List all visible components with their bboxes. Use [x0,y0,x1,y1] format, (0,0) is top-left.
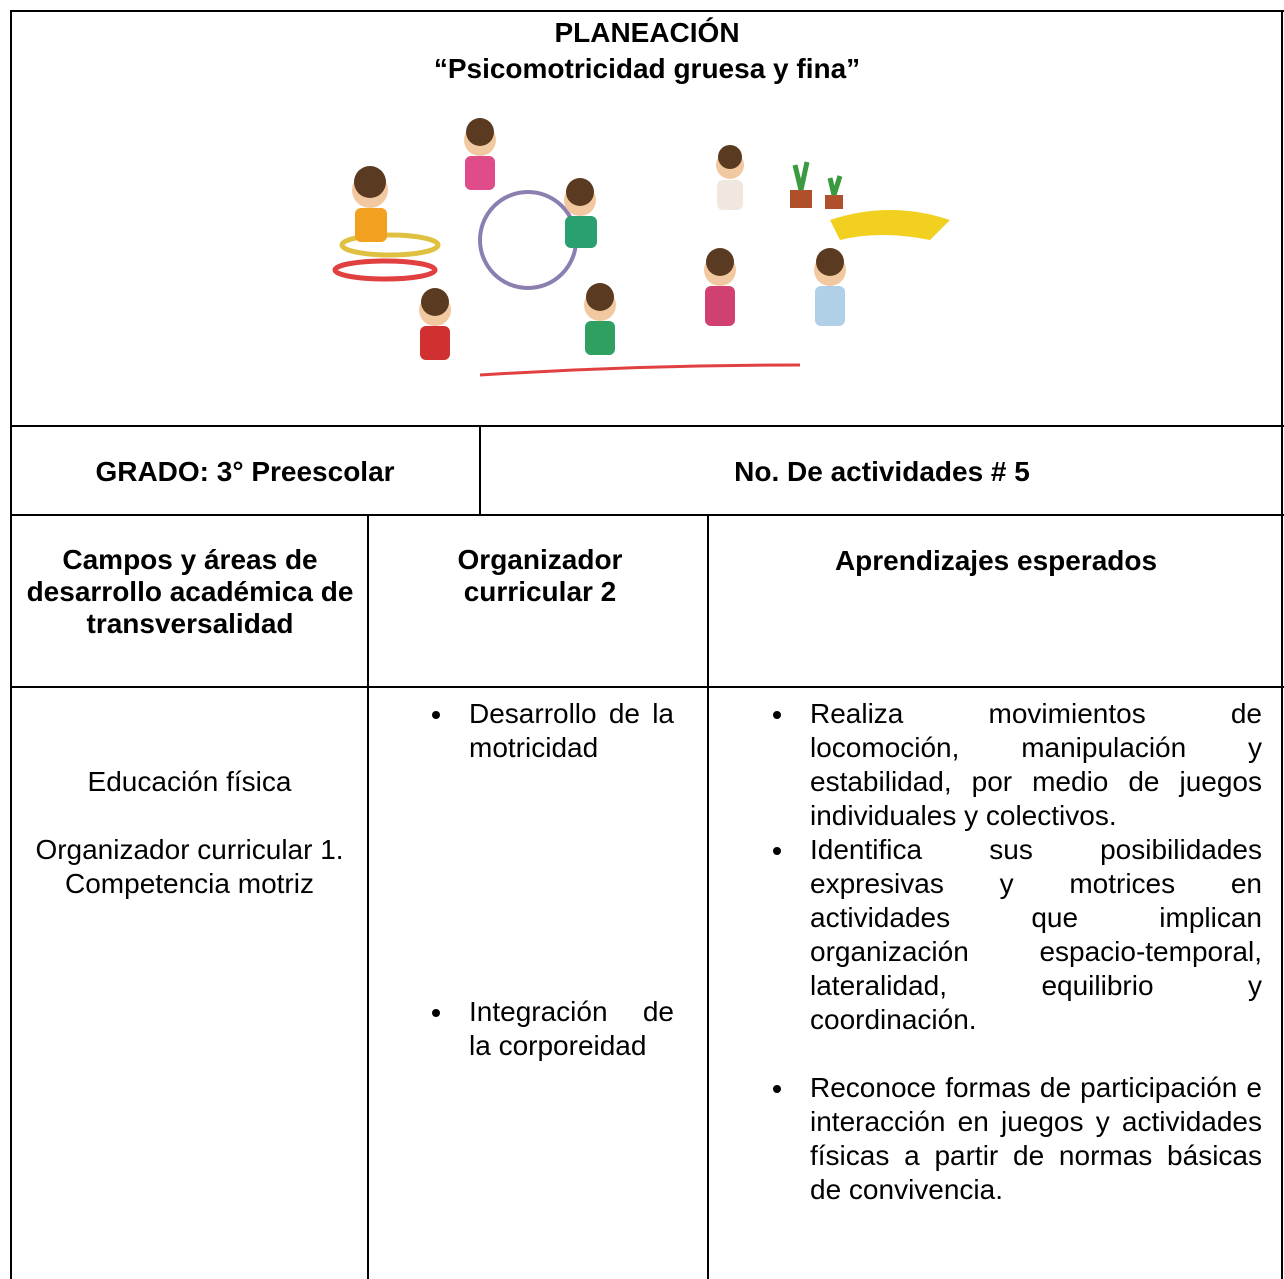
bullet-list: Desarrollo de la motricidad Integración … [432,697,674,1063]
border [367,514,369,1279]
grade: GRADO: 3° Preescolar [95,456,395,487]
column-header: Campos y áreas de desarrollo académica d… [26,544,354,639]
border [10,686,1284,688]
cell-text: Educación física [87,766,292,797]
title: PLANEACIÓN [554,17,740,48]
column-header: Organizador curricular 2 [457,544,623,607]
border [479,425,481,515]
bullet-item: Identifica sus posibilidades expresivas … [773,834,1262,1035]
cell-text: Competencia motriz [65,868,314,899]
border [707,514,709,1279]
cell: Educación física Organizador curricular … [12,765,367,901]
bullet-list: Realiza movimientos de locomoción, manip… [773,697,1262,1207]
border [1281,10,1283,1279]
bullet-item: Integración de la corporeidad [432,996,674,1061]
border [10,10,12,1279]
bullet-item: Desarrollo de la motricidad [432,698,674,763]
illustration [332,118,950,377]
bullet-item: Reconoce formas de participación e inter… [773,1072,1262,1205]
column-header: Aprendizajes esperados [834,545,1158,576]
activities: No. De actividades # 5 [734,456,1030,487]
bullet-item: Realiza movimientos de locomoción, manip… [773,698,1262,831]
border [10,514,1284,516]
border [10,425,1284,427]
cell-text: Organizador curricular 1. [35,834,344,865]
subtitle: “Psicomotricidad gruesa y fina” [433,53,861,84]
border [10,10,1284,12]
